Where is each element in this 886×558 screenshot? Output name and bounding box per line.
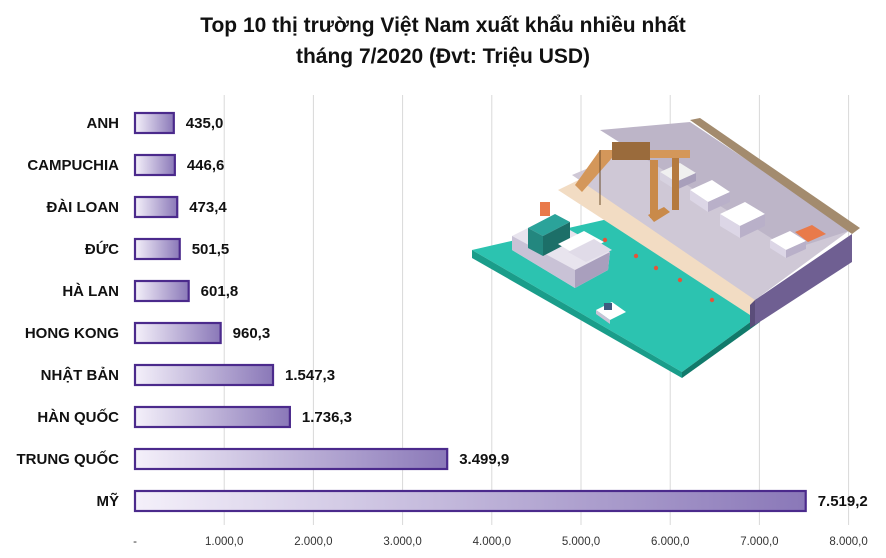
bar <box>133 405 291 429</box>
bar <box>133 237 181 261</box>
chart-subtitle: tháng 7/2020 (Đvt: Triệu USD) <box>295 45 591 68</box>
category-label: ĐỨC <box>85 240 119 258</box>
x-tick-label: 1.000,0 <box>205 536 243 548</box>
data-label: 446,6 <box>187 157 225 174</box>
data-label: 501,5 <box>192 241 230 258</box>
x-tick-label: 7.000,0 <box>740 536 778 548</box>
data-label: 1.547,3 <box>285 367 335 384</box>
bar <box>133 111 175 135</box>
category-label: HONG KONG <box>25 325 119 342</box>
chart-title: Top 10 thị trường Việt Nam xuất khẩu nhi… <box>200 14 686 37</box>
x-tick-label: 5.000,0 <box>562 536 600 548</box>
bar <box>133 195 179 219</box>
bar <box>133 363 275 387</box>
category-label: NHẬT BẢN <box>41 366 119 384</box>
data-label: 1.736,3 <box>302 409 352 426</box>
category-label: HÀ LAN <box>62 283 119 300</box>
x-tick-label: 4.000,0 <box>473 536 511 548</box>
x-tick-label: 8.000,0 <box>829 536 867 548</box>
category-label: CAMPUCHIA <box>27 157 119 174</box>
data-label: 7.519,2 <box>818 493 868 510</box>
bar <box>133 447 449 471</box>
bar <box>133 153 176 177</box>
data-label: 435,0 <box>186 115 224 132</box>
bar <box>133 321 222 345</box>
isometric-seaport-illustration <box>472 118 860 378</box>
data-label: 3.499,9 <box>459 451 509 468</box>
bar <box>133 489 807 513</box>
data-label: 960,3 <box>233 325 271 342</box>
data-label: 473,4 <box>189 199 227 216</box>
category-label: ĐÀI LOAN <box>47 199 120 216</box>
category-label: MỸ <box>97 492 120 510</box>
category-label: HÀN QUỐC <box>37 408 119 426</box>
category-label: ANH <box>87 115 120 132</box>
data-label: 601,8 <box>201 283 239 300</box>
labels: ANH 435,0 CAMPUCHIA 446,6 ĐÀI LOAN 473,4 ĐỨC 50… <box>17 115 868 510</box>
x-tick-label: 2.000,0 <box>294 536 332 548</box>
bar <box>133 279 190 303</box>
x-tick-label: - <box>133 536 137 548</box>
x-tick-label: 6.000,0 <box>651 536 689 548</box>
category-label: TRUNG QUỐC <box>17 450 120 468</box>
chart-title-block: Top 10 thị trường Việt Nam xuất khẩu nhi… <box>0 10 886 72</box>
x-tick-label: 3.000,0 <box>383 536 421 548</box>
bars <box>133 111 807 513</box>
